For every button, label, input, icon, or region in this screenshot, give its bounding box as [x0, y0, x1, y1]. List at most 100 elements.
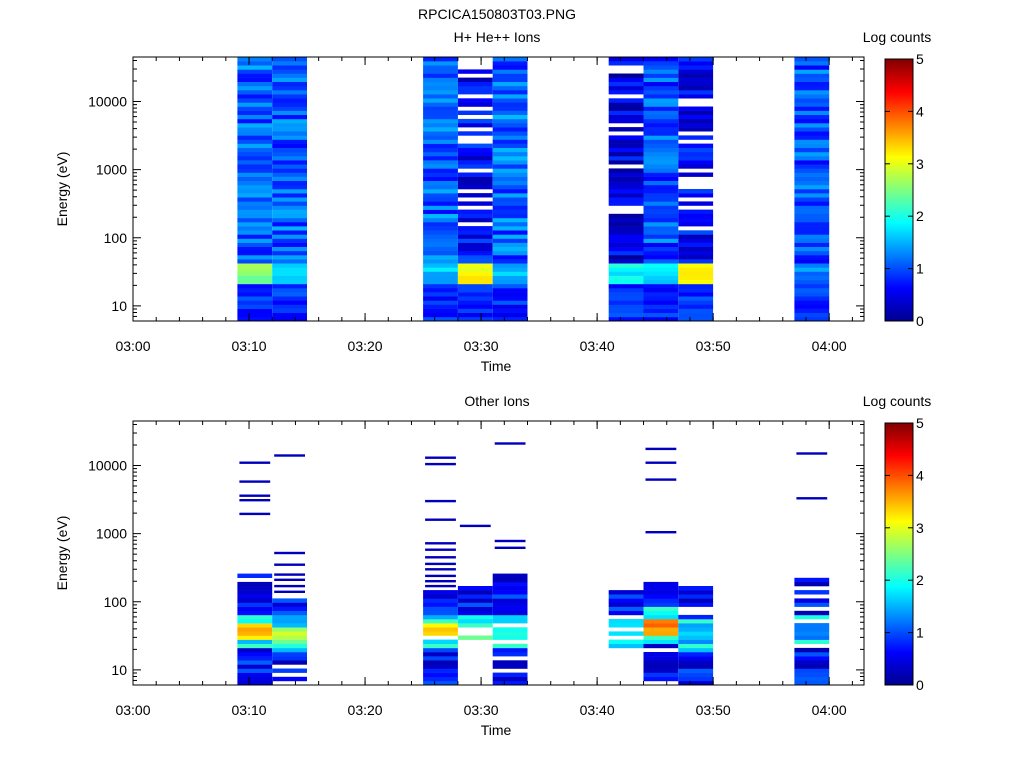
- heatmap-cell: [272, 676, 307, 682]
- heatmap-cell: [492, 98, 528, 103]
- heatmap-cell: [272, 226, 307, 231]
- heatmap-cell: [423, 73, 458, 78]
- heatmap-cell: [678, 209, 714, 214]
- heatmap-cell: [272, 209, 307, 214]
- x-tick-label: 03:10: [232, 702, 267, 718]
- heatmap-cell: [457, 172, 493, 177]
- colorbar-label: Log counts: [863, 393, 932, 409]
- heatmap-cell: [492, 193, 528, 198]
- heatmap-cell: [492, 114, 528, 120]
- heatmap-cell: [678, 238, 714, 243]
- heatmap-cell: [492, 168, 528, 173]
- heatmap-cell: [492, 65, 528, 70]
- heatmap-cell: [423, 131, 458, 136]
- heatmap-cell: [678, 656, 714, 661]
- heatmap-cell: [272, 627, 307, 632]
- heatmap-cell: [794, 189, 830, 194]
- plot-frame: [132, 56, 865, 322]
- heatmap-cell: [423, 590, 458, 595]
- heatmap-cell: [423, 57, 458, 62]
- heatmap-cell: [237, 151, 273, 157]
- colorbar-tick-label: 0: [916, 313, 924, 329]
- heatmap-cell: [643, 209, 679, 214]
- heatmap-cell: [794, 160, 830, 165]
- heatmap-cell: [678, 639, 714, 644]
- heatmap-cell: [492, 316, 528, 322]
- heatmap-cell: [492, 160, 528, 165]
- heatmap-cell: [423, 164, 458, 169]
- heatmap-cell: [423, 631, 458, 636]
- heatmap-cell: [492, 110, 528, 115]
- heatmap-cell: [643, 279, 679, 285]
- heatmap-line: [494, 546, 526, 549]
- heatmap-cell: [492, 127, 528, 132]
- heatmap-cell: [643, 660, 679, 665]
- heatmap-cell: [492, 90, 528, 95]
- heatmap-line: [425, 462, 456, 466]
- heatmap-cell: [678, 271, 714, 276]
- heatmap-line: [494, 442, 526, 445]
- heatmap-cell: [272, 143, 307, 148]
- heatmap-cell: [492, 147, 528, 153]
- heatmap-cell: [794, 147, 830, 153]
- heatmap-cell: [237, 259, 273, 264]
- heatmap-line: [645, 447, 677, 451]
- heatmap-cell: [608, 259, 644, 264]
- heatmap-cell: [272, 606, 307, 611]
- heatmap-cell: [457, 184, 493, 190]
- heatmap-cell: [457, 312, 493, 318]
- heatmap-cell: [423, 647, 458, 653]
- heatmap-cell: [272, 90, 307, 95]
- heatmap-cell: [492, 123, 528, 128]
- heatmap-line: [274, 590, 305, 593]
- heatmap-cell: [678, 288, 714, 293]
- heatmap-cell: [794, 135, 830, 140]
- heatmap-cell: [492, 267, 528, 272]
- heatmap-cell: [237, 131, 273, 136]
- heatmap-cell: [678, 213, 714, 219]
- heatmap-cell: [608, 98, 644, 103]
- heatmap-cell: [237, 573, 273, 578]
- heatmap-cell: [457, 606, 493, 611]
- heatmap-cell: [678, 590, 714, 595]
- heatmap-cell: [643, 288, 679, 293]
- y-tick-label: 100: [104, 230, 128, 246]
- heatmap-cell: [678, 250, 714, 256]
- heatmap-cell: [678, 77, 714, 82]
- heatmap-cell: [272, 118, 307, 124]
- heatmap-cell: [794, 259, 830, 264]
- heatmap-cell: [678, 619, 714, 624]
- heatmap-cell: [237, 98, 273, 103]
- x-tick-label: 03:00: [115, 338, 150, 354]
- heatmap-cell: [643, 164, 679, 169]
- heatmap-cell: [457, 234, 493, 239]
- heatmap-cell: [492, 230, 528, 235]
- heatmap-cell: [643, 193, 679, 198]
- heatmap-line: [645, 478, 677, 481]
- heatmap-cell: [678, 201, 714, 206]
- heatmap-cell: [272, 81, 307, 87]
- y-tick-label: 10: [111, 662, 127, 678]
- heatmap-cell: [423, 316, 458, 322]
- heatmap-cell: [678, 164, 714, 169]
- heatmap-cell: [643, 614, 679, 620]
- heatmap-cell: [237, 652, 273, 657]
- heatmap-cell: [237, 312, 273, 318]
- heatmap-cell: [794, 676, 830, 682]
- heatmap-cell: [272, 164, 307, 169]
- heatmap-cell: [423, 652, 458, 657]
- heatmap-cell: [272, 300, 307, 305]
- heatmap-cell: [678, 308, 714, 313]
- heatmap-cell: [643, 197, 679, 202]
- heatmap-cell: [492, 635, 528, 640]
- heatmap-cell: [237, 139, 273, 144]
- heatmap-cell: [457, 271, 493, 276]
- heatmap-cell: [492, 135, 528, 140]
- heatmap-cell: [794, 184, 830, 190]
- heatmap-cell: [492, 259, 528, 264]
- heatmap-cell: [794, 106, 830, 111]
- heatmap-cell: [237, 77, 273, 82]
- heatmap-cell: [492, 680, 528, 686]
- y-tick-label: 100: [104, 594, 128, 610]
